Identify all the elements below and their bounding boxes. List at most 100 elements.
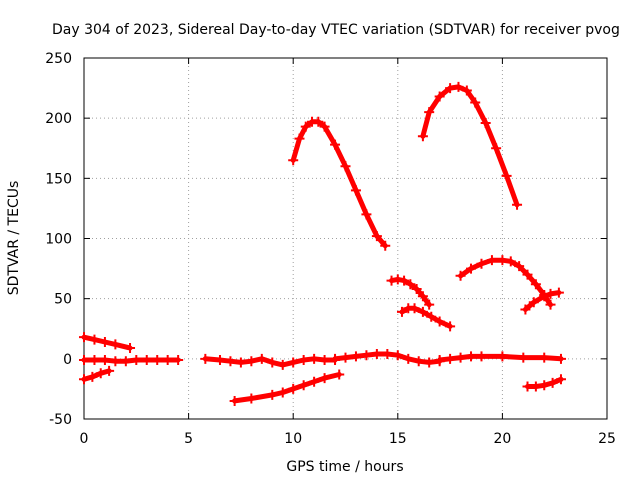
data-point [530, 279, 541, 290]
data-point [518, 352, 529, 363]
data-point [403, 353, 414, 364]
data-point [382, 349, 393, 360]
data-point [256, 353, 267, 364]
data-point [417, 306, 428, 317]
data-point [392, 274, 403, 285]
data-point [246, 356, 257, 367]
y-tick-label: 50 [54, 292, 72, 308]
data-point [424, 299, 435, 310]
data-point [417, 291, 428, 302]
data-point [434, 355, 445, 366]
y-tick-label: 0 [63, 352, 72, 368]
data-point [162, 355, 173, 366]
data-point [361, 350, 372, 361]
data-point [99, 336, 110, 347]
series-line [522, 290, 562, 312]
y-tick-label: 250 [45, 51, 72, 67]
x-tick-label: 10 [284, 431, 302, 447]
data-point [455, 270, 466, 281]
data-point [497, 351, 508, 362]
data-point [530, 381, 541, 392]
data-point [277, 387, 288, 398]
data-point [300, 121, 311, 132]
data-point [486, 255, 497, 266]
data-point [445, 83, 456, 94]
data-point [267, 389, 278, 400]
data-point [470, 97, 481, 108]
series-line [81, 368, 112, 382]
data-point [522, 269, 533, 280]
data-point [522, 381, 533, 392]
data-point [480, 117, 491, 128]
data-point [79, 374, 89, 385]
data-point [95, 368, 106, 379]
data-point [461, 85, 472, 96]
data-point [89, 355, 100, 366]
data-point [409, 303, 420, 314]
series-arc-near-zero-1 [79, 355, 184, 367]
data-point [466, 263, 477, 274]
data-point [298, 380, 309, 391]
series-arc-high-1 [288, 116, 391, 251]
x-tick-label: 15 [389, 431, 407, 447]
data-point [466, 351, 477, 362]
y-axis-title: SDTVAR / TECUs [6, 181, 22, 296]
data-point [298, 355, 309, 366]
x-tick-label: 5 [184, 431, 193, 447]
data-point [545, 288, 556, 299]
data-point [235, 357, 246, 368]
data-point [396, 306, 407, 317]
data-point [110, 339, 121, 350]
series-arc-start-negative [79, 365, 115, 385]
y-tick-label: 200 [45, 111, 72, 127]
series-layer [79, 81, 566, 406]
data-point [319, 355, 330, 366]
data-point [424, 107, 435, 118]
data-point [434, 316, 445, 327]
data-point [313, 116, 324, 127]
data-point [277, 359, 288, 370]
data-point [539, 352, 550, 363]
data-point [267, 357, 278, 368]
data-point [476, 351, 487, 362]
data-point [104, 365, 115, 376]
y-tick-label: 100 [45, 232, 72, 248]
y-tick-label: -50 [49, 412, 72, 428]
data-point [152, 355, 163, 366]
data-point [411, 284, 422, 295]
data-point [555, 353, 566, 364]
grid [84, 58, 607, 419]
data-point [309, 353, 320, 364]
data-point [225, 356, 236, 367]
data-point [361, 209, 372, 220]
series-line [420, 84, 520, 208]
data-point [539, 291, 550, 302]
data-point [380, 240, 391, 251]
data-point [399, 275, 410, 286]
data-point [553, 287, 564, 298]
series-arc-mid-1 [386, 274, 435, 310]
data-point [330, 139, 341, 150]
series-arc-near-zero-2 [200, 353, 341, 370]
data-point [89, 334, 100, 345]
data-point [200, 353, 211, 364]
data-point [131, 355, 142, 366]
data-point [79, 332, 89, 343]
x-tick-label: 20 [493, 431, 511, 447]
axis-ticks: 0 5 10 15 20 25 -50 0 50 100 150 200 250 [45, 51, 616, 447]
data-point [340, 161, 351, 172]
data-point [455, 352, 466, 363]
data-point [141, 355, 152, 366]
series-line [290, 119, 388, 249]
data-point [99, 355, 110, 366]
series-arc-mid-2 [396, 303, 456, 332]
data-point [125, 343, 136, 354]
data-point [512, 199, 523, 210]
series-arc-mid-3 [455, 255, 556, 310]
series-arc-negative-mid [229, 369, 345, 406]
data-point [288, 155, 299, 166]
x-axis-title: GPS time / hours [286, 459, 403, 475]
data-point [501, 170, 512, 181]
data-point [120, 356, 131, 367]
